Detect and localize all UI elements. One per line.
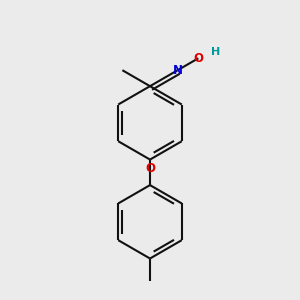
Text: N: N — [172, 64, 183, 77]
Text: H: H — [211, 47, 220, 57]
Text: O: O — [194, 52, 203, 65]
Text: O: O — [145, 162, 155, 175]
